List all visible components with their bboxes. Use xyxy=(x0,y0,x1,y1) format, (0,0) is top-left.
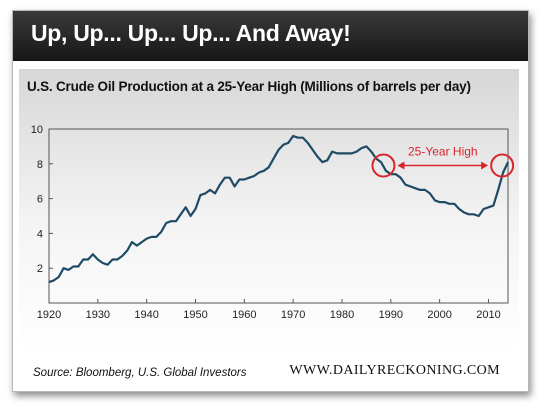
plot-frame xyxy=(48,128,509,304)
y-tick-label: 10 xyxy=(31,124,43,136)
x-tick-label: 1970 xyxy=(281,309,305,321)
annotation-circle xyxy=(490,153,515,178)
annotation-label: 25-Year High xyxy=(408,145,478,159)
arrow-head-left xyxy=(397,161,405,170)
x-tick-label: 1940 xyxy=(134,309,158,321)
x-tick-label: 1950 xyxy=(183,309,207,321)
production-line xyxy=(48,134,509,284)
brand-url: WWW.DAILYRECKONING.COM xyxy=(289,363,500,378)
x-tick-label: 1930 xyxy=(86,309,110,321)
y-tick-label: 4 xyxy=(37,228,43,240)
annotation-circle xyxy=(371,153,396,178)
chart-title: U.S. Crude Oil Production at a 25-Year H… xyxy=(27,79,471,94)
banner-title: Up, Up... Up... Up... And Away! xyxy=(31,20,351,46)
y-tick-label: 8 xyxy=(37,159,43,171)
x-tick-label: 2000 xyxy=(427,309,451,321)
x-tick-label: 1990 xyxy=(379,309,403,321)
title-banner: Up, Up... Up... Up... And Away! xyxy=(13,11,528,61)
arrow-head-right xyxy=(481,161,489,170)
y-tick-label: 6 xyxy=(37,194,43,206)
line-chart: 2 4 6 8 10 1920 1930 1940 1950 1960 1970 1980 1990 20… xyxy=(31,124,515,321)
x-tick-label: 1980 xyxy=(330,309,354,321)
chart-panel xyxy=(19,69,519,351)
source-note: Source: Bloomberg, U.S. Global Investors xyxy=(33,367,247,379)
y-tick-label: 2 xyxy=(37,263,43,275)
chart-card: Up, Up... Up... Up... And Away! U.S. Cru… xyxy=(12,10,529,392)
x-tick-label: 1960 xyxy=(232,309,256,321)
x-tick-label: 2010 xyxy=(476,309,500,321)
x-tick-label: 1920 xyxy=(37,309,61,321)
